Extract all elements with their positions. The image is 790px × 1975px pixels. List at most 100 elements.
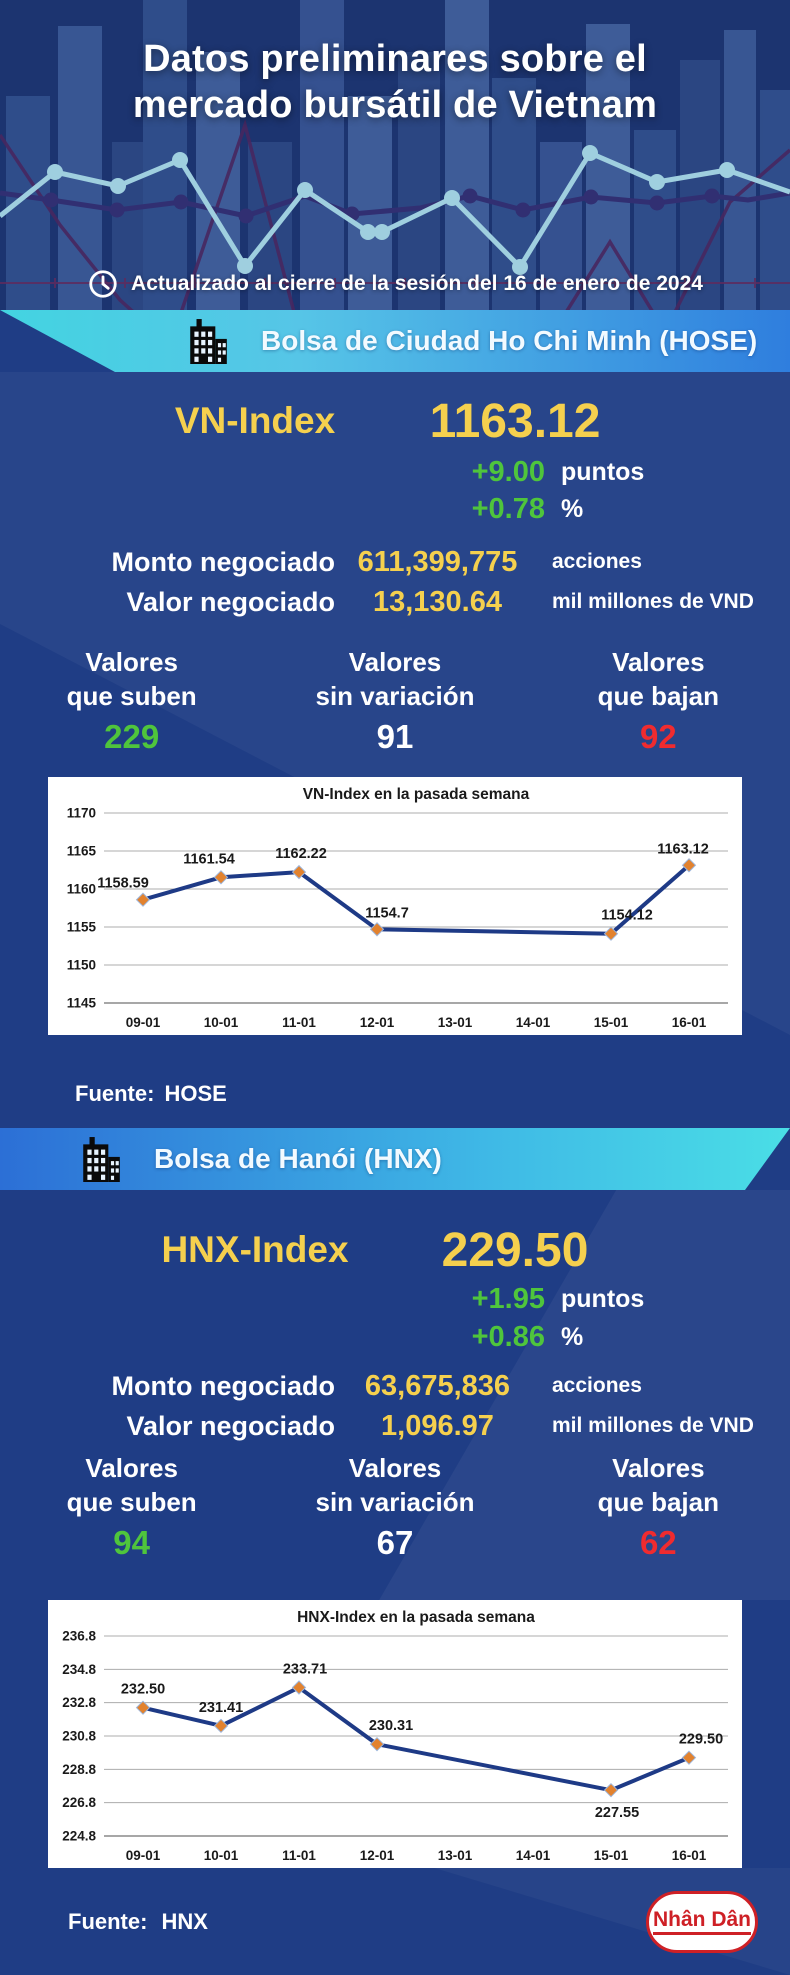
- vn-advancers-count: 229: [104, 718, 160, 755]
- hnx-unchanged-col: Valores sin variación 67: [263, 1452, 526, 1566]
- hnx-index-row: HNX-Index 229.50: [0, 1220, 790, 1280]
- hose-banner: Bolsa de Ciudad Ho Chi Minh (HOSE): [0, 310, 790, 372]
- svg-text:12-01: 12-01: [360, 1015, 395, 1030]
- vn-unchanged-label: Valores sin variación: [315, 647, 475, 711]
- svg-text:15-01: 15-01: [594, 1015, 629, 1030]
- vn-volume-row: Monto negociado 611,399,775 acciones: [0, 542, 790, 582]
- hose-stats: VN-Index 1163.12 +9.00 puntos +0.78 % Mo…: [0, 372, 790, 777]
- svg-text:1158.59: 1158.59: [97, 876, 149, 892]
- svg-text:10-01: 10-01: [204, 1015, 239, 1030]
- vn-points-change: +9.00: [471, 456, 545, 488]
- svg-text:228.8: 228.8: [62, 1762, 96, 1777]
- svg-text:226.8: 226.8: [62, 1795, 96, 1810]
- vn-chart-card: VN-Index en la pasada semana 1145 1150 1155…: [48, 777, 742, 1035]
- svg-text:1170: 1170: [67, 806, 96, 821]
- vn-index-chart: VN-Index en la pasada semana 1145 1150 1155…: [48, 777, 742, 1035]
- svg-text:11-01: 11-01: [282, 1848, 316, 1863]
- svg-text:1150: 1150: [67, 958, 96, 973]
- svg-text:13-01: 13-01: [438, 1848, 473, 1863]
- svg-text:15-01: 15-01: [594, 1848, 629, 1863]
- hnx-source: Fuente: HNX: [68, 1908, 208, 1934]
- hnx-decliners-count: 62: [639, 1524, 677, 1561]
- svg-text:14-01: 14-01: [516, 1015, 551, 1030]
- page-title: Datos preliminares sobre el mercado burs…: [0, 36, 790, 129]
- hnx-index-value: 229.50: [441, 1223, 589, 1277]
- hose-source: Fuente: HOSE: [75, 1081, 227, 1106]
- svg-text:14-01: 14-01: [516, 1848, 551, 1863]
- page-title-line2: mercado bursátil de Vietnam: [132, 84, 658, 127]
- clock-icon: [89, 270, 117, 298]
- vn-decliners-col: Valores que bajan 92: [527, 646, 790, 760]
- vn-decliners-count: 92: [639, 718, 677, 755]
- svg-text:227.55: 227.55: [595, 1805, 639, 1821]
- svg-text:234.8: 234.8: [62, 1662, 96, 1677]
- vn-advancers-col: Valores que suben 229: [0, 646, 263, 760]
- hnx-unchanged-label: Valores sin variación: [315, 1453, 475, 1517]
- hnx-banner: Bolsa de Hanói (HNX): [0, 1128, 790, 1190]
- svg-text:1165: 1165: [67, 844, 97, 859]
- vn-unchanged-count: 91: [376, 718, 414, 755]
- vn-points-unit: puntos: [561, 458, 645, 486]
- hnx-advancers-col: Valores que suben 94: [0, 1452, 263, 1566]
- svg-text:1161.54: 1161.54: [183, 851, 235, 867]
- vn-value-unit: mil millones de VND: [552, 590, 754, 613]
- hnx-value-unit: mil millones de VND: [552, 1414, 754, 1437]
- svg-text:236.8: 236.8: [62, 1629, 96, 1644]
- svg-text:1145: 1145: [67, 996, 97, 1011]
- svg-text:230.8: 230.8: [62, 1729, 96, 1744]
- hnx-chart-card: HNX-Index en la pasada semana 224.8 226.8 2…: [48, 1600, 742, 1868]
- vn-breadth-row: Valores que suben 229 Valores sin variac…: [0, 646, 790, 760]
- hnx-decliners-label: Valores que bajan: [597, 1453, 719, 1517]
- hnx-points-change: +1.95: [471, 1282, 545, 1315]
- vn-value-value: 13,130.64: [372, 585, 502, 618]
- hnx-decliners-col: Valores que bajan 62: [527, 1452, 790, 1566]
- hnx-chart-block: HNX-Index en la pasada semana 224.8 226.8 2…: [0, 1600, 790, 1868]
- vn-percent-change-row: +0.78 %: [0, 491, 790, 528]
- hose-source-row: Fuente: HOSE: [0, 1035, 790, 1128]
- vn-advancers-label: Valores que suben: [66, 647, 197, 711]
- vn-volume-label: Monto negociado: [111, 546, 335, 577]
- svg-text:1163.12: 1163.12: [657, 841, 709, 857]
- svg-text:09-01: 09-01: [126, 1015, 161, 1030]
- svg-text:11-01: 11-01: [282, 1015, 316, 1030]
- vn-decliners-label: Valores que bajan: [597, 647, 719, 711]
- hnx-banner-title: Bolsa de Hanói (HNX): [154, 1143, 442, 1174]
- hnx-value-value: 1,096.97: [381, 1409, 494, 1442]
- svg-text:16-01: 16-01: [672, 1848, 707, 1863]
- nhan-dan-logo-text: Nhân Dân: [652, 1908, 751, 1936]
- vn-value-label: Valor negociado: [126, 586, 335, 617]
- hnx-breadth-row: Valores que suben 94 Valores sin variaci…: [0, 1452, 790, 1566]
- svg-text:HNX-Index en la pasada semana: HNX-Index en la pasada semana: [297, 1609, 535, 1626]
- svg-text:231.41: 231.41: [199, 1700, 243, 1716]
- hnx-unchanged-count: 67: [376, 1524, 414, 1561]
- hnx-volume-label: Monto negociado: [111, 1370, 335, 1401]
- hnx-value-row: Valor negociado 1,096.97 mil millones de…: [0, 1406, 790, 1446]
- svg-text:16-01: 16-01: [672, 1015, 707, 1030]
- hnx-volume-value: 63,675,836: [364, 1369, 511, 1402]
- svg-text:1155: 1155: [67, 920, 97, 935]
- vn-index-value: 1163.12: [429, 394, 601, 448]
- building-icon: [78, 1136, 124, 1182]
- vn-chart-block: VN-Index en la pasada semana 1145 1150 1155…: [0, 777, 790, 1035]
- svg-text:VN-Index en la pasada semana: VN-Index en la pasada semana: [303, 786, 530, 803]
- svg-text:09-01: 09-01: [126, 1848, 161, 1863]
- hnx-percent-change: +0.86: [471, 1320, 545, 1353]
- vn-percent-change: +0.78: [471, 493, 545, 525]
- updated-row: Actualizado al cierre de la sesión del 1…: [0, 268, 790, 300]
- svg-text:1154.7: 1154.7: [365, 905, 409, 921]
- hnx-volume-row: Monto negociado 63,675,836 acciones: [0, 1366, 790, 1406]
- vn-volume-value: 611,399,775: [357, 545, 518, 578]
- vn-value-row: Valor negociado 13,130.64 mil millones d…: [0, 582, 790, 622]
- building-icon: [190, 319, 227, 364]
- hnx-advancers-label: Valores que suben: [66, 1453, 197, 1517]
- svg-text:224.8: 224.8: [62, 1829, 96, 1844]
- vn-index-row: VN-Index 1163.12: [0, 388, 790, 454]
- vn-percent-unit: %: [561, 495, 584, 523]
- nhan-dan-logo: Nhân Dân: [646, 1890, 758, 1953]
- svg-text:10-01: 10-01: [204, 1848, 239, 1863]
- svg-text:230.31: 230.31: [369, 1718, 413, 1734]
- vn-points-change-row: +9.00 puntos: [0, 454, 790, 491]
- svg-text:229.50: 229.50: [679, 1732, 723, 1748]
- hero-header: Datos preliminares sobre el mercado burs…: [0, 0, 790, 310]
